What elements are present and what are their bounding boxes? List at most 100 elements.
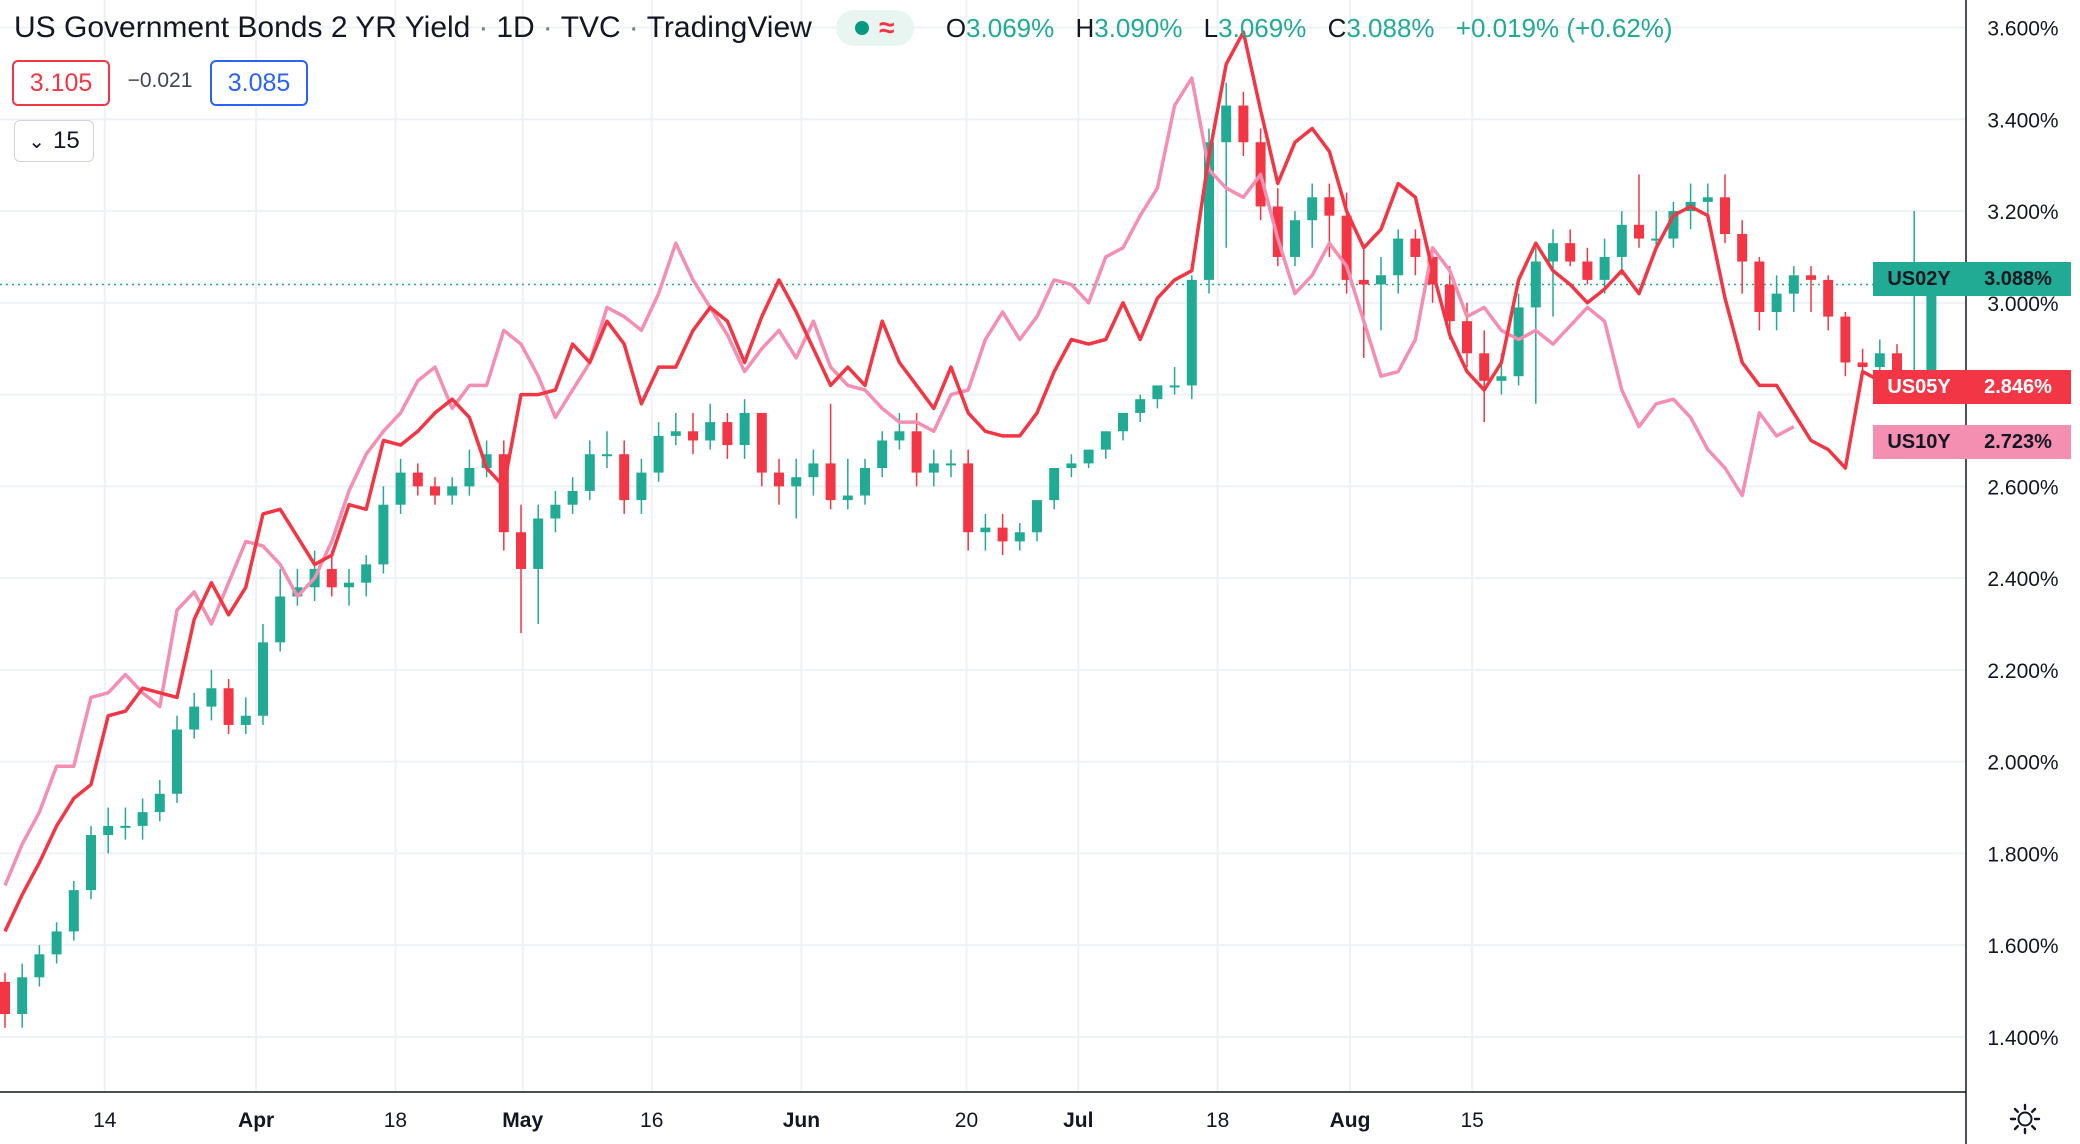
candle-body	[1496, 376, 1507, 381]
candle-body	[1135, 399, 1146, 413]
price-tick-label: 1.800%	[1987, 843, 2058, 866]
candle	[1083, 449, 1094, 468]
candle-body	[1513, 307, 1524, 377]
candle	[1186, 275, 1197, 400]
quantity-dropdown[interactable]: ⌄ 15	[14, 120, 94, 162]
market-status-badge[interactable]: ≈	[835, 10, 914, 46]
candle	[1410, 229, 1421, 276]
price-tick-label: 2.200%	[1987, 660, 2058, 683]
legend-separator: ·	[542, 11, 553, 44]
sell-price-button[interactable]: 3.105	[12, 60, 110, 106]
symbol-title[interactable]: US Government Bonds 2 YR Yield	[14, 11, 471, 44]
candle-body	[1892, 353, 1902, 381]
candle-body	[1100, 431, 1111, 450]
open-value: 3.069%	[966, 12, 1055, 43]
candle	[498, 440, 509, 551]
candle	[1909, 211, 1920, 386]
candle-body	[636, 472, 647, 501]
candle	[68, 880, 79, 941]
candle-body	[498, 454, 509, 533]
price-tick-label: 3.600%	[1987, 18, 2058, 41]
candle	[86, 825, 96, 900]
candle-body	[877, 440, 888, 468]
badge-symbol: US02Y	[1873, 262, 1965, 296]
candle	[189, 692, 200, 739]
candle	[1582, 247, 1593, 285]
price-tick-label: 2.400%	[1987, 568, 2058, 591]
candle	[670, 412, 681, 446]
candle-body	[137, 812, 148, 826]
candle	[911, 412, 922, 487]
candle	[1771, 275, 1782, 331]
candle-body	[17, 977, 28, 1014]
series-line-us05y	[3, 30, 1898, 933]
candle-body	[51, 931, 62, 955]
candle	[275, 568, 286, 652]
candle	[172, 715, 182, 803]
exchange-label: TVC	[560, 11, 621, 44]
candle-body	[928, 463, 939, 473]
candle-body	[1479, 353, 1490, 381]
candle-body	[1444, 284, 1455, 322]
symbol-legend: US Government Bonds 2 YR Yield · 1D · TV…	[14, 8, 1673, 48]
candle-body	[1737, 234, 1748, 262]
candle-body	[946, 463, 956, 466]
candle-body	[258, 642, 268, 716]
price-scale[interactable]	[1966, 0, 2080, 1092]
candle-body	[894, 431, 905, 441]
candle	[447, 477, 458, 505]
candle-body	[344, 582, 354, 588]
candle-body	[963, 463, 974, 533]
candle-body	[206, 688, 217, 707]
chevron-down-icon: ⌄	[28, 130, 46, 153]
badge-value: 2.723%	[1965, 425, 2071, 459]
candle	[1754, 256, 1765, 331]
candle	[602, 431, 612, 468]
candle-body	[1771, 293, 1782, 312]
candle	[636, 458, 647, 514]
candle-body	[1462, 321, 1472, 354]
change-value: +0.019% (+0.62%)	[1455, 12, 1673, 43]
quantity-value: 15	[53, 127, 80, 154]
candle	[963, 449, 974, 551]
settings-gear-icon[interactable]	[2008, 1102, 2042, 1136]
series-line-us10y	[3, 76, 1795, 887]
candle-body	[980, 527, 991, 533]
candle	[516, 504, 526, 634]
candle-body	[739, 412, 750, 446]
interval-label[interactable]: 1D	[496, 11, 535, 44]
candle	[842, 458, 853, 510]
time-tick-label: Apr	[238, 1109, 274, 1132]
candle-body	[1410, 238, 1421, 257]
candle-body	[619, 454, 630, 501]
open-label: O	[945, 12, 967, 43]
candle-body	[1530, 261, 1541, 308]
candle-body	[120, 825, 131, 828]
candle-body	[1118, 412, 1128, 432]
candle	[481, 440, 492, 478]
candle-body	[0, 981, 10, 1014]
candle-body	[1358, 279, 1369, 285]
candle-body	[705, 422, 716, 441]
candle	[17, 963, 28, 1028]
candle-body	[430, 486, 440, 496]
candle-body	[86, 835, 96, 891]
candle	[344, 568, 354, 606]
candle	[1238, 91, 1249, 156]
candle	[120, 807, 131, 840]
candle-body	[550, 504, 561, 519]
candle	[430, 477, 440, 505]
candle	[223, 679, 234, 735]
candle-body	[1290, 220, 1300, 257]
candle-body	[1341, 215, 1352, 280]
time-tick-label: Aug	[1330, 1109, 1371, 1132]
candle	[705, 403, 716, 450]
time-axis-labels[interactable]: 14 Apr 18 May 16 Jun 20 Jul 18 Aug 15	[93, 1109, 1484, 1132]
buy-price-button[interactable]: 3.085	[210, 60, 308, 106]
candle-body	[292, 587, 303, 597]
candle	[1737, 220, 1748, 294]
badge-value: 2.846%	[1965, 370, 2071, 404]
candle-body	[223, 688, 234, 725]
candle-body	[997, 527, 1008, 542]
